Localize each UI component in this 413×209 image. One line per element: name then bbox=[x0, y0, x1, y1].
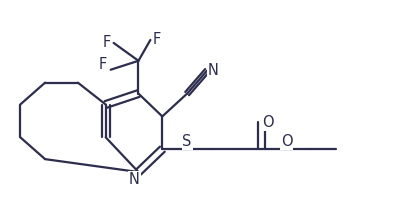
Text: O: O bbox=[262, 115, 274, 130]
Text: F: F bbox=[153, 32, 161, 47]
Text: F: F bbox=[99, 57, 107, 72]
Text: N: N bbox=[129, 172, 140, 187]
Text: F: F bbox=[103, 35, 111, 50]
Text: N: N bbox=[208, 63, 219, 78]
Text: S: S bbox=[183, 134, 192, 149]
Text: O: O bbox=[281, 134, 292, 149]
